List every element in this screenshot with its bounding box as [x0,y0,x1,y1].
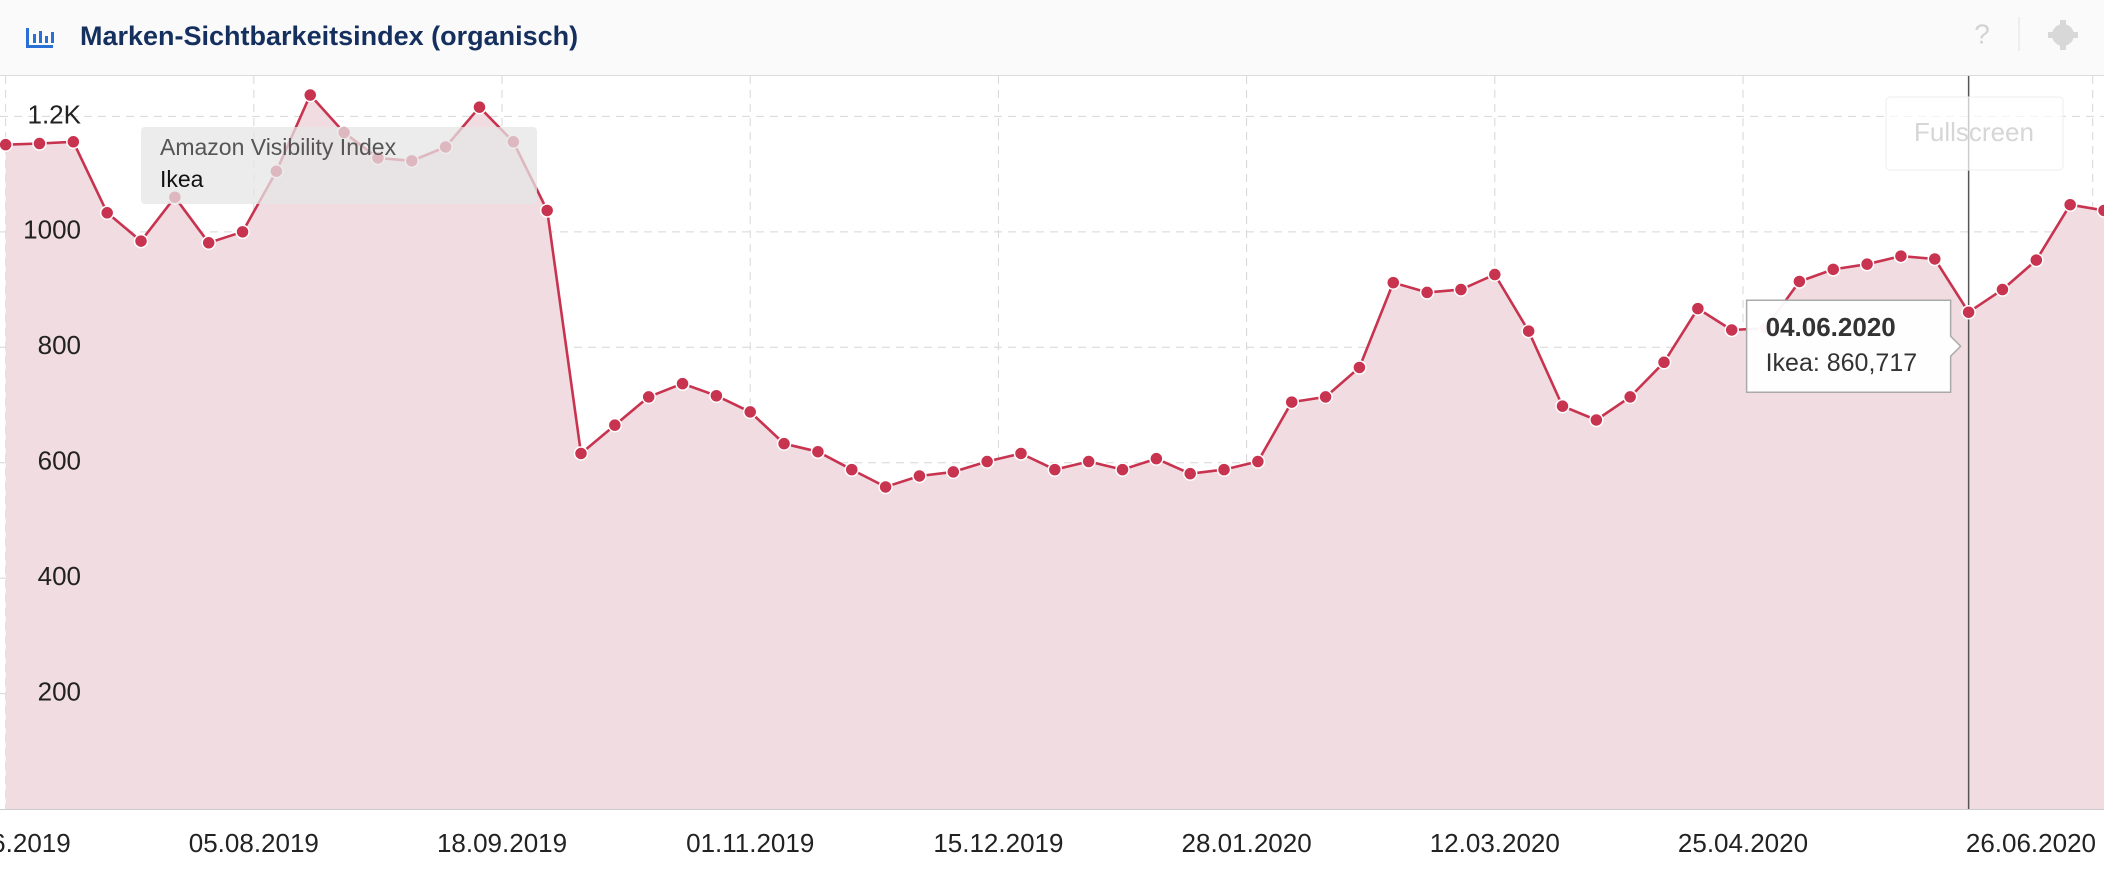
data-point [1149,451,1164,466]
data-point [1284,394,1299,410]
data-point [1386,275,1401,290]
data-point [1352,360,1367,375]
y-tick-label: 200 [38,676,81,706]
area [5,95,2104,809]
data-point [1724,322,1739,338]
y-tick-label: 1000 [23,215,81,245]
data-point [878,479,893,495]
y-tick-label: 1.2K [28,99,82,129]
x-tick-label: 18.09.2019 [437,828,567,858]
data-point [1250,454,1266,469]
plot-area: 22.06.2019 05.08.2019 18.09.2019 01.11.2019… [0,76,2104,858]
data-point [1589,412,1604,428]
data-point [742,404,758,420]
data-point [1216,462,1232,477]
data-point [1656,355,1672,370]
data-point [1555,398,1570,414]
data-point [912,468,927,484]
data-point [1792,274,1807,289]
x-tick-label: 01.11.2019 [686,828,814,858]
data-point [1622,389,1638,405]
data-point [1521,323,1536,339]
series-label-title: Amazon Visibility Index [160,134,397,160]
data-point [2096,203,2104,218]
data-point [32,136,47,151]
data-point [1893,248,1909,264]
data-point [133,233,149,249]
data-point [1115,462,1130,477]
overlay: Fullscreen Amazon Visibility Index Ikea [141,96,2064,204]
data-point [472,99,487,115]
tooltip-value: Ikea: 860,717 [1766,349,1918,377]
tooltip-date: 04.06.2020 [1766,312,1896,342]
data-point [709,388,724,403]
data-point [776,436,792,451]
data-point [573,446,589,461]
data-point [1487,267,1503,282]
data-point [1690,301,1706,316]
data-point [1182,466,1198,481]
y-tick-label: 600 [38,446,81,476]
tooltip-box [1745,299,1962,393]
data-point [2029,252,2044,268]
data-point [201,235,216,251]
data-point [66,134,81,150]
fullscreen-button[interactable] [1885,96,2064,171]
y-tick-label: 400 [38,561,81,591]
x-tick-label: 15.12.2019 [933,828,1063,858]
header-bar [0,0,2104,75]
x-tick-label: 26.06.2020 [1966,828,2096,858]
settings-icon[interactable] [2048,20,2078,50]
data-point [1859,256,1875,272]
data-point [810,444,826,459]
data-point [235,224,250,240]
data-point [1419,285,1435,300]
data-point [1927,251,1943,267]
data-point [641,389,656,405]
data-point [1013,446,1029,461]
data-point [979,454,995,469]
data-point [99,205,115,221]
data-point [607,417,623,433]
help-icon[interactable]: ? [1974,18,1990,49]
data-point [1047,462,1063,477]
data-point [844,462,860,477]
data-point [946,464,961,480]
x-tick-label: 28.01.2020 [1182,828,1312,858]
data-point [1995,282,2010,297]
widget-title: Marken-Sichtbarkeitsindex (organisch) [80,21,578,51]
data-point [539,203,555,218]
series-label-box [141,127,537,204]
x-tick-label: 25.04.2020 [1678,828,1808,858]
data-point [0,137,13,152]
data-point [1318,389,1333,405]
x-tick-label: 22.06.2019 [0,828,71,858]
y-tick-label: 800 [38,330,81,360]
data-point [302,87,318,103]
x-tick-label: 05.08.2019 [189,828,319,858]
data-point [1825,262,1841,277]
legend-entry: Ikea [160,166,204,192]
data-point [675,376,690,391]
data-point [1081,454,1096,469]
data-point [1961,304,1976,320]
data-point [2062,197,2078,212]
fullscreen-label[interactable]: Fullscreen [1914,117,2034,147]
x-tick-label: 12.03.2020 [1430,828,1560,858]
data-point [1453,282,1469,297]
chart-icon [26,28,54,48]
